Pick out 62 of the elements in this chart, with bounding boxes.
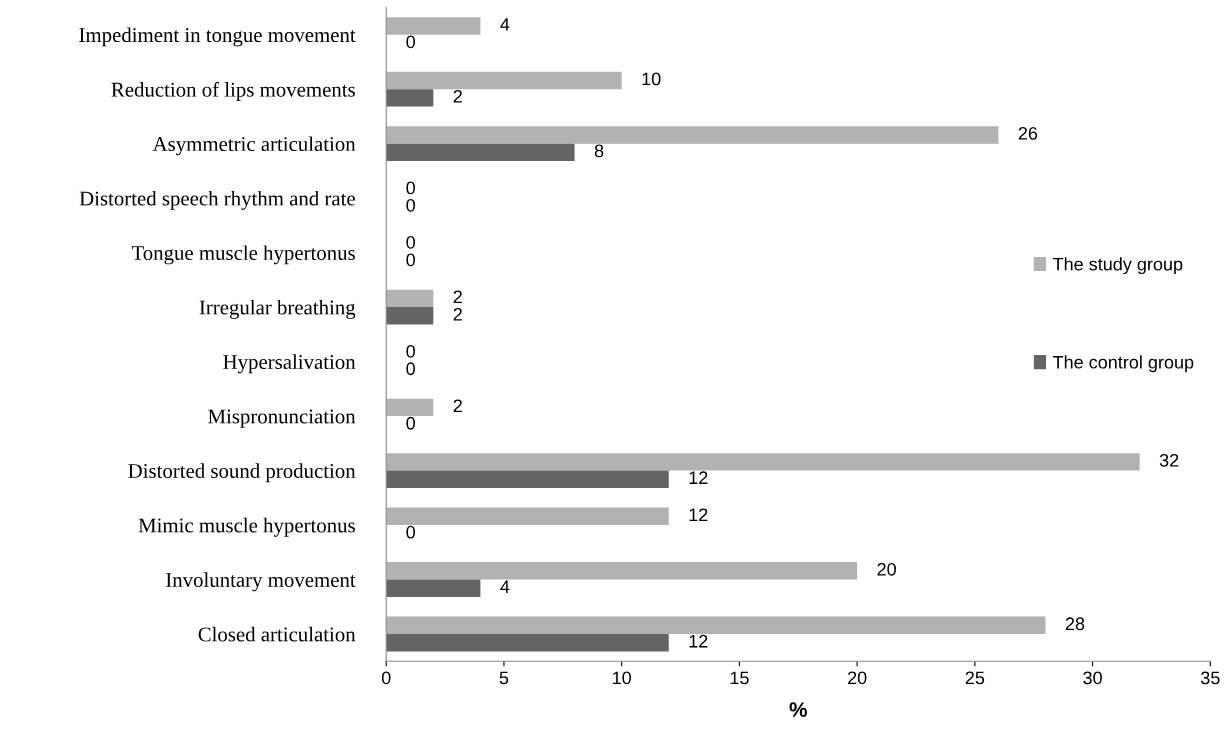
x-tick-label: 15 bbox=[730, 671, 749, 685]
data-label: 0 bbox=[406, 181, 415, 195]
bar bbox=[386, 562, 858, 580]
bar bbox=[386, 470, 669, 488]
y-tick-label: Mispronunciation bbox=[208, 409, 356, 428]
legend-label: The control group bbox=[1052, 355, 1194, 373]
x-tick-label: 35 bbox=[1200, 671, 1220, 685]
data-label: 28 bbox=[1065, 617, 1085, 631]
y-tick-label: Reduction of lips movements bbox=[111, 81, 355, 101]
x-axis-title: % bbox=[789, 702, 807, 717]
legend-label: The study group bbox=[1052, 257, 1183, 275]
y-tick-label: Tongue muscle hypertonus bbox=[131, 245, 355, 265]
data-label: 12 bbox=[689, 471, 708, 484]
y-tick-label: Hypersalivation bbox=[223, 354, 356, 374]
bar bbox=[386, 398, 434, 417]
data-label: 4 bbox=[500, 580, 510, 593]
y-tick-label: Irregular breathing bbox=[199, 299, 356, 319]
data-label: 2 bbox=[453, 89, 462, 103]
data-label: 0 bbox=[406, 235, 415, 249]
data-label: 8 bbox=[594, 144, 604, 158]
y-tick-label: Asymmetric articulation bbox=[152, 136, 356, 156]
data-label: 2 bbox=[453, 307, 462, 321]
bar bbox=[386, 143, 575, 162]
bar bbox=[386, 17, 481, 35]
data-label: 26 bbox=[1018, 126, 1038, 140]
data-label: 0 bbox=[406, 362, 415, 376]
bar bbox=[386, 453, 1140, 471]
x-tick-label: 10 bbox=[613, 671, 632, 685]
y-tick-label: Distorted speech rhythm and rate bbox=[79, 190, 355, 210]
data-label: 0 bbox=[406, 416, 415, 430]
data-label: 4 bbox=[500, 18, 510, 31]
bar bbox=[386, 507, 669, 526]
y-tick-label: Mimic muscle hypertonus bbox=[138, 517, 355, 537]
bar bbox=[386, 126, 999, 144]
y-tick-label: Involuntary movement bbox=[166, 572, 356, 592]
x-tick-label: 30 bbox=[1083, 671, 1102, 685]
bar bbox=[386, 89, 434, 107]
bar bbox=[386, 579, 481, 597]
data-label: 0 bbox=[406, 344, 415, 358]
y-tick-label: Distorted sound production bbox=[128, 463, 356, 483]
bar bbox=[386, 289, 434, 308]
data-label: 0 bbox=[406, 525, 415, 539]
bar bbox=[386, 71, 622, 90]
data-label: 0 bbox=[406, 198, 415, 212]
data-label: 0 bbox=[406, 35, 415, 49]
bar bbox=[386, 634, 669, 652]
x-tick-label: 25 bbox=[965, 671, 985, 685]
bar bbox=[386, 616, 1046, 635]
y-tick-label: Impediment in tongue movement bbox=[79, 27, 356, 47]
data-label: 20 bbox=[877, 562, 896, 576]
data-label: 2 bbox=[453, 290, 462, 304]
data-label: 10 bbox=[642, 72, 661, 86]
data-label: 2 bbox=[453, 399, 462, 413]
data-label: 12 bbox=[689, 508, 708, 521]
y-tick-label: Closed articulation bbox=[198, 626, 356, 642]
x-tick-label: 5 bbox=[499, 671, 509, 685]
bar bbox=[386, 307, 434, 325]
x-tick-label: 0 bbox=[381, 671, 391, 685]
data-label: 32 bbox=[1159, 453, 1179, 467]
data-label: 0 bbox=[406, 253, 415, 267]
data-label: 12 bbox=[689, 634, 708, 648]
x-tick-label: 20 bbox=[848, 671, 867, 685]
